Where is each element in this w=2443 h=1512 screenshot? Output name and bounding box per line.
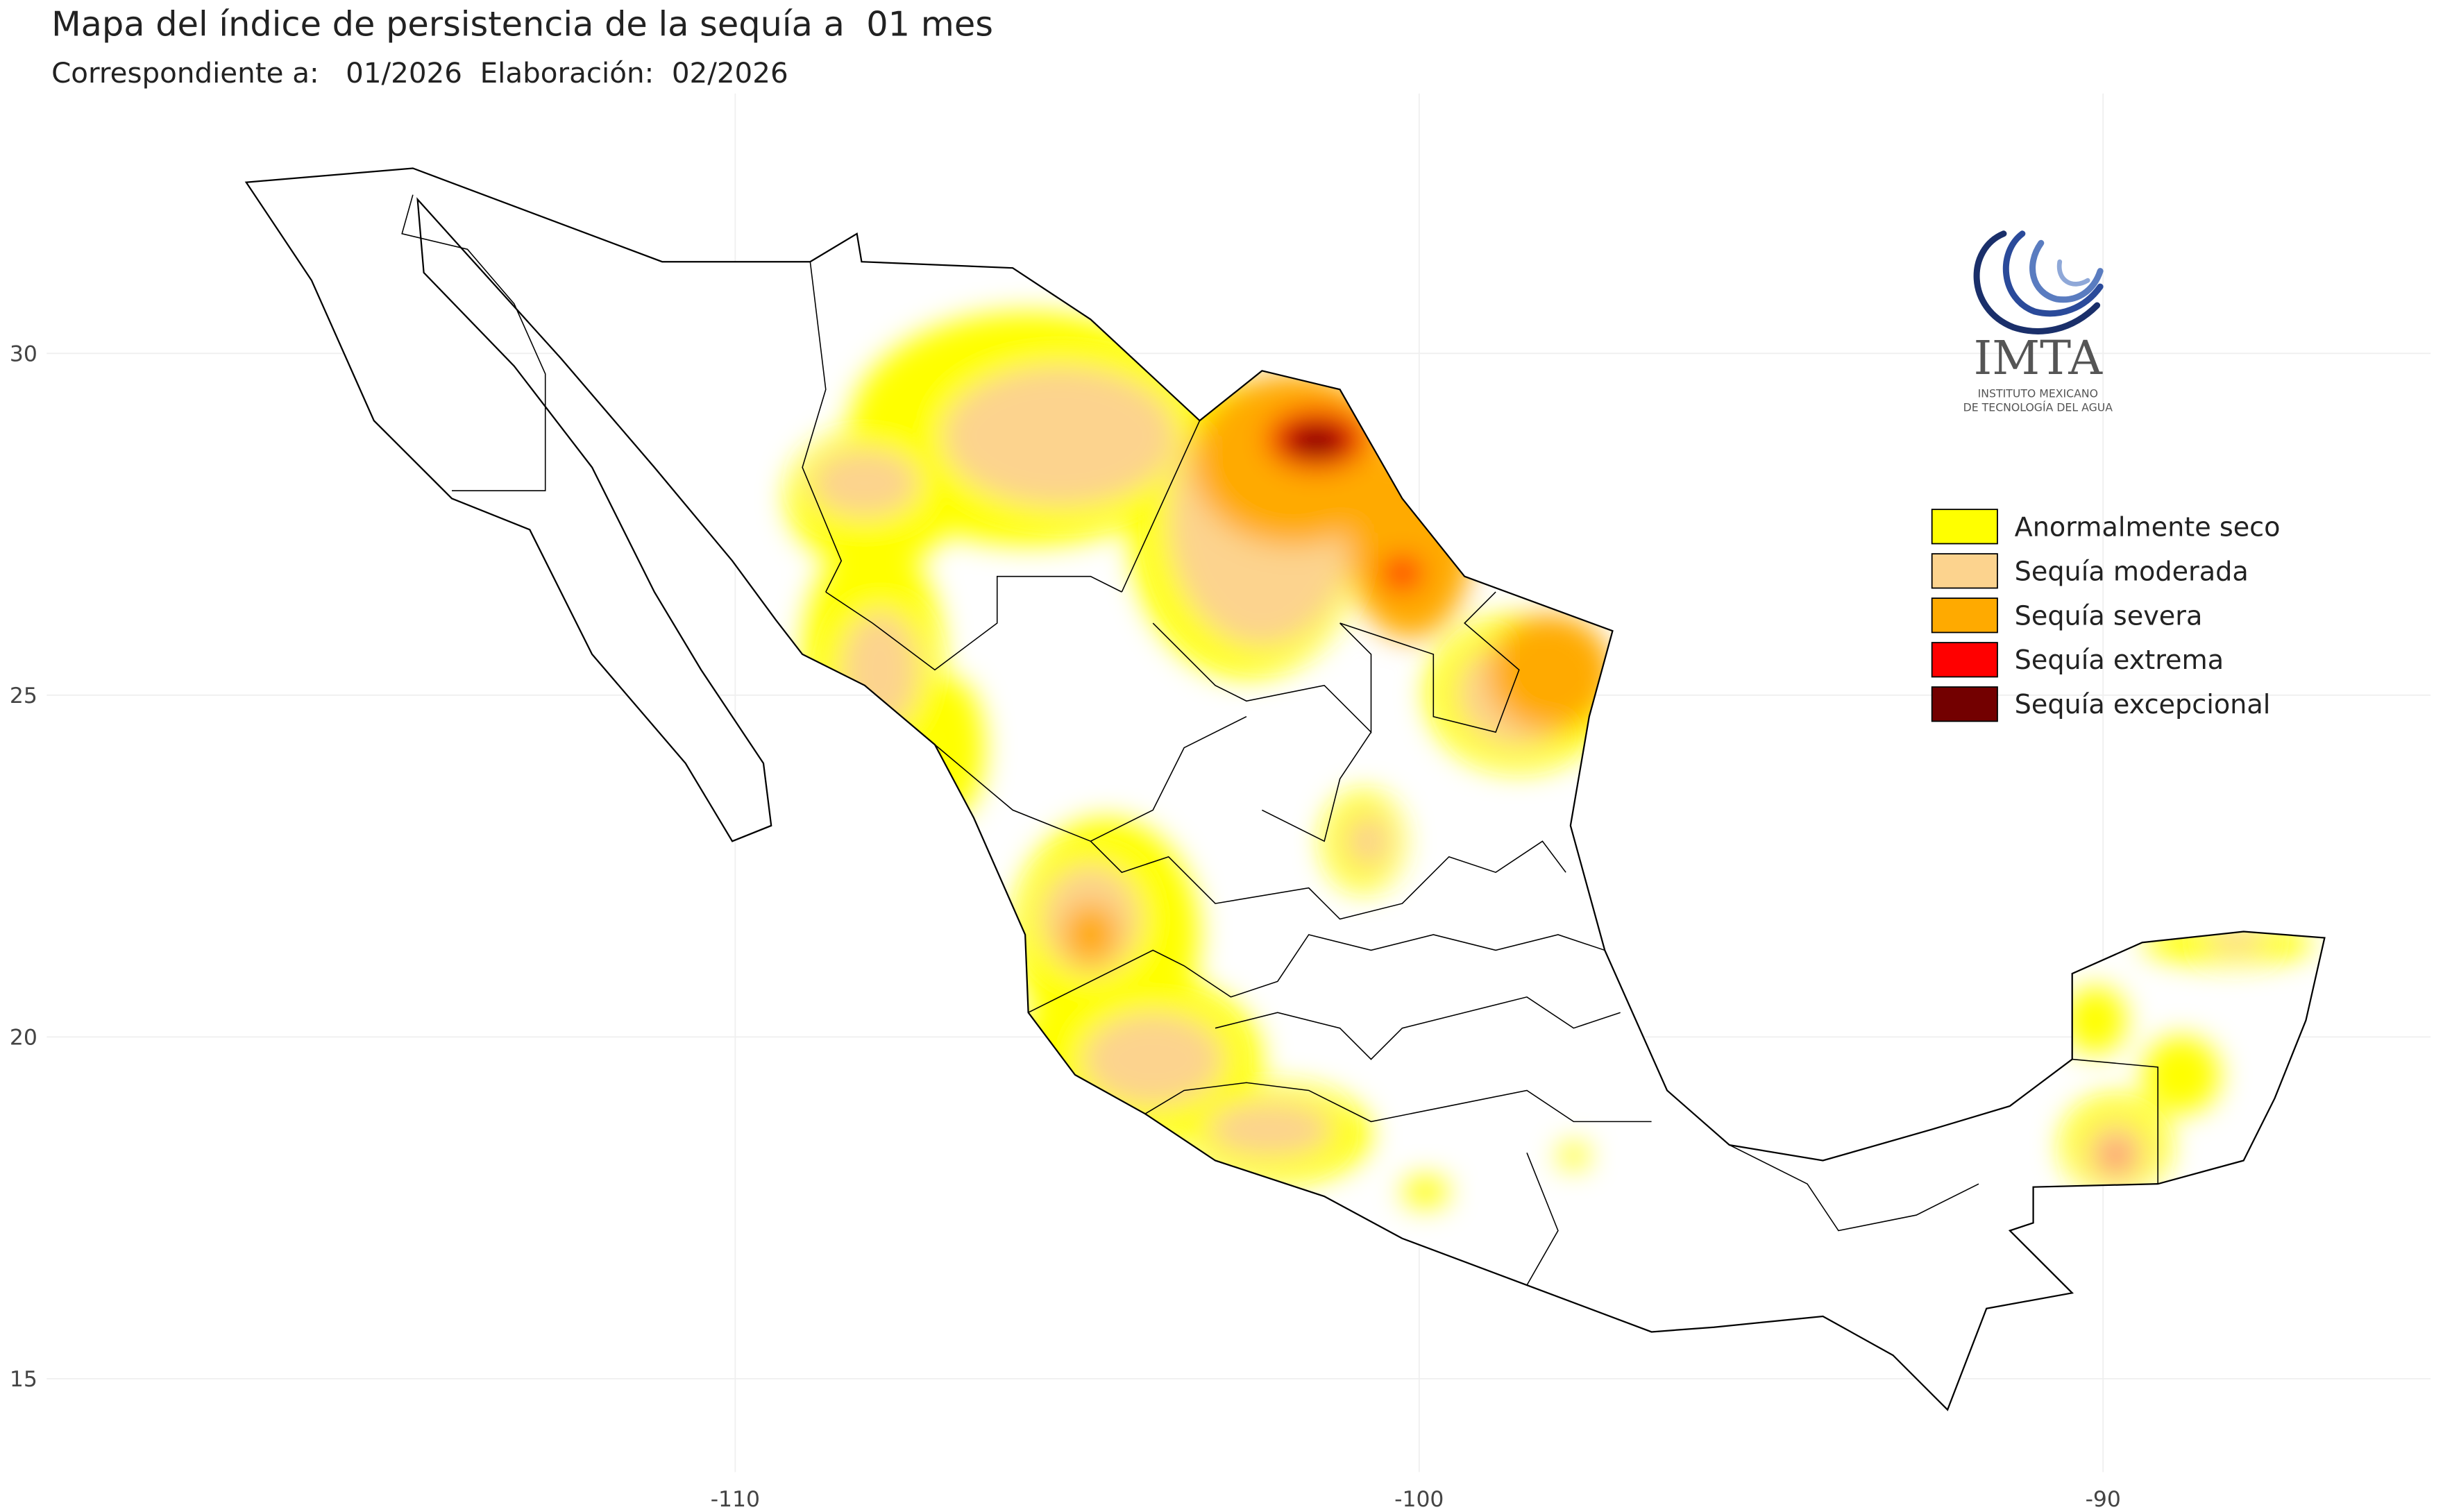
legend-label: Anormalmente seco [2015, 511, 2281, 542]
drought-area [366, 462, 382, 488]
legend-swatch [1931, 642, 1998, 678]
drought-area [2104, 1145, 2127, 1167]
drought-area [1382, 556, 1423, 591]
legend: Anormalmente seco Sequía moderada Sequía s… [1931, 509, 2281, 722]
legend-swatch [1931, 686, 1998, 722]
legend-label: Sequía moderada [2015, 556, 2249, 586]
logo-line: DE TECNOLOGÍA DEL AGUA [1963, 401, 2113, 414]
logo: IMTA INSTITUTO MEXICANO DE TECNOLOGÍA DE… [1963, 230, 2113, 414]
legend-swatch [1931, 597, 1998, 634]
state-borders [401, 194, 2158, 1286]
drought-area [2142, 1035, 2220, 1114]
legend-swatch [1931, 553, 1998, 589]
drought-area [2064, 986, 2127, 1055]
drought-area [916, 677, 985, 818]
axes: -110 -100 -90 15 20 25 30 [10, 342, 2121, 1512]
legend-label: Sequía excepcional [2015, 689, 2271, 720]
drought-area [942, 366, 1176, 507]
y-tick-label: 20 [10, 1026, 37, 1051]
y-tick-label: 15 [10, 1367, 37, 1392]
legend-label: Sequía extrema [2015, 645, 2224, 675]
country-border [244, 167, 2326, 1411]
drought-area [1487, 613, 1613, 733]
logo-line: INSTITUTO MEXICANO [1978, 387, 2098, 400]
drought-area [1557, 1143, 1589, 1169]
drought-area [2208, 930, 2264, 952]
title: Mapa del índice de persistencia de la se… [51, 4, 993, 44]
drought-area [1402, 1175, 1449, 1207]
drought-area [1083, 1012, 1224, 1106]
drought-area [810, 448, 920, 518]
drought-area [389, 501, 428, 520]
y-tick-label: 30 [10, 342, 37, 367]
logo-mark [1973, 230, 2104, 334]
drought-area [1207, 1101, 1333, 1158]
legend-label: Sequía severa [2015, 600, 2203, 631]
x-tick-label: -100 [1394, 1487, 1444, 1512]
drought-area [1063, 903, 1119, 966]
subtitle: Correspondiente a: 01/2026 Elaboración: … [51, 56, 788, 90]
drought-area [1282, 423, 1351, 459]
legend-swatch [1931, 509, 1998, 545]
x-tick-label: -110 [711, 1487, 760, 1512]
country-outline [246, 168, 2325, 1410]
y-tick-label: 25 [10, 683, 37, 708]
logo-name: IMTA [1974, 330, 2104, 385]
drought-area [1344, 813, 1392, 869]
x-tick-label: -90 [2086, 1487, 2121, 1512]
drought-area [1347, 452, 1473, 639]
